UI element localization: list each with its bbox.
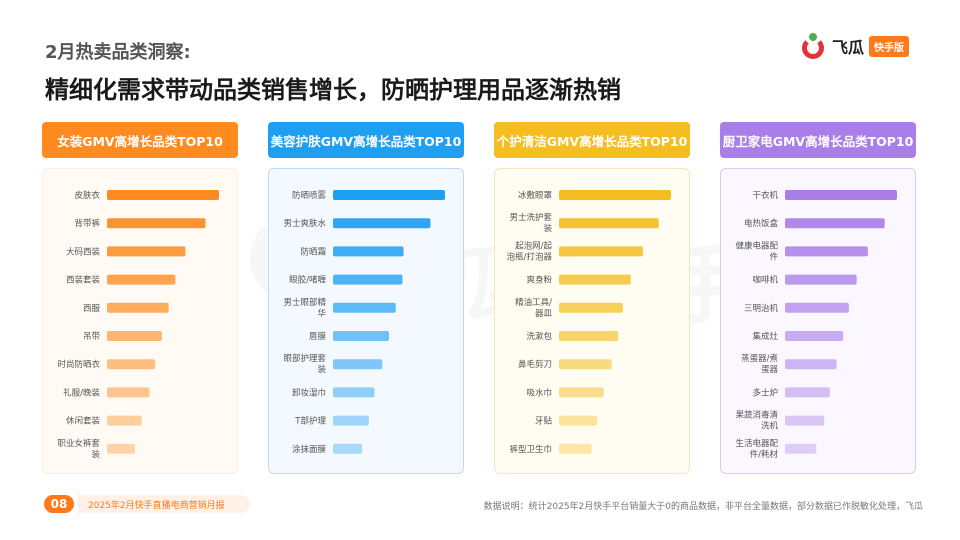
bar-0-7 [107,387,150,398]
bar-1-4 [333,302,396,313]
bar-1-7 [333,387,375,398]
category-label: 鼻毛剪刀 [518,359,552,370]
bar-2-0 [559,190,671,200]
category-label: 涂抹面膜 [292,444,327,455]
category-label: 爽身粉 [526,275,552,286]
category-label: 生活电器配件/耗材 [735,438,778,460]
panel-header-womenswear: 女装GMV高增长品类TOP10 [42,122,238,158]
category-label: 洗漱包 [526,331,552,342]
category-label: 男士洗护套装 [509,212,552,234]
bar-2-6 [559,359,612,370]
bar-2-1 [559,218,659,229]
bar-0-2 [107,246,186,257]
category-label: 职业女裤套装 [57,438,100,460]
category-label: 电热饭盒 [744,218,779,229]
bar-0-3 [107,274,176,285]
logo-name: 飞瓜 [832,38,865,57]
category-label: 西装套装 [66,275,101,286]
bar-3-1 [785,218,885,229]
category-label: 集成灶 [752,331,778,342]
bar-0-4 [107,302,169,313]
report-name: 2025年2月快手直播电商营销月报 [78,495,250,513]
bar-0-5 [107,331,162,341]
bar-2-7 [559,387,604,398]
bar-2-9 [559,443,592,454]
bar-1-8 [333,415,369,426]
bar-2-8 [559,415,598,426]
page-subtitle: 2月热卖品类洞察: [45,42,191,63]
brand-logo: 飞瓜 快手版 [800,33,910,59]
category-label: 背带裤 [74,218,100,229]
page-title: 精细化需求带动品类销售增长，防晒护理用品逐渐热销 [45,76,621,104]
category-label: 眼部护理套装 [283,353,326,375]
bar-3-0 [785,190,897,200]
category-label: 休闲套装 [66,416,101,427]
logo-badge: 快手版 [869,35,910,57]
category-label: 大码西装 [66,246,101,257]
category-label: 多士炉 [752,387,778,398]
category-label: 唇膜 [309,331,327,342]
category-label: 咖啡机 [752,275,778,286]
category-label: 时尚防晒衣 [57,359,100,370]
category-label: 牙贴 [535,416,553,427]
category-label: 蒸蛋器/煮蛋器 [741,353,778,375]
bar-1-9 [333,443,363,454]
category-label: 男士眼部精华 [283,297,326,319]
bar-2-4 [559,302,623,313]
category-label: 防晒霜 [300,246,326,257]
category-label: 干衣机 [752,190,778,201]
bar-2-2 [559,246,643,257]
category-label: 吸水巾 [526,387,552,398]
page-number: 08 [44,495,74,513]
bar-1-6 [333,359,383,370]
panel-header-kitchen-appliances: 厨卫家电GMV高增长品类TOP10 [720,122,916,158]
bar-0-8 [107,415,142,426]
bar-3-3 [785,274,857,285]
bar-0-0 [107,190,219,200]
bar-2-5 [559,331,619,341]
category-label: 眼胶/啫喱 [289,275,326,286]
category-label: 三明治机 [744,303,779,314]
category-label: 果蔬消毒清洗机 [735,410,778,432]
bar-0-1 [107,218,206,229]
bar-1-1 [333,218,431,229]
category-label: 裤型卫生巾 [509,444,552,455]
bar-3-6 [785,359,837,370]
category-label: 精油工具/器皿 [515,297,552,319]
bar-1-0 [333,190,445,200]
category-label: 吊带 [83,332,101,342]
bar-0-9 [107,443,135,454]
bar-3-9 [785,443,817,454]
category-label: 健康电器配件 [735,240,778,262]
category-label: 起泡网/起泡瓶/打泡器 [507,240,553,262]
category-label: 防晒喷雾 [292,190,327,201]
category-label: 西服 [83,304,101,314]
category-label: 礼服/晚装 [63,387,100,398]
bar-0-6 [107,359,156,370]
panel-header-skincare: 美容护肤GMV高增长品类TOP10 [268,122,464,158]
panel-header-personal-care: 个护清洁GMV高增长品类TOP10 [494,122,690,158]
bar-3-5 [785,331,844,341]
category-label: 男士爽肤水 [283,218,326,229]
bar-3-2 [785,246,868,257]
bar-1-2 [333,246,404,257]
bar-1-3 [333,274,403,285]
category-label: 皮肤衣 [74,190,100,201]
category-label: 卸妆湿巾 [292,387,326,398]
bar-3-8 [785,415,825,426]
feigua-logo-icon [800,33,826,59]
bar-1-5 [333,331,389,341]
bar-3-7 [785,387,830,398]
bar-3-4 [785,302,849,313]
data-note: 数据说明：统计2025年2月快手平台销量大于0的商品数据，非平台全量数据，部分数… [483,502,923,512]
bar-2-3 [559,274,631,285]
category-label: T部护理 [294,416,326,427]
category-label: 冰敷眼罩 [518,190,553,201]
